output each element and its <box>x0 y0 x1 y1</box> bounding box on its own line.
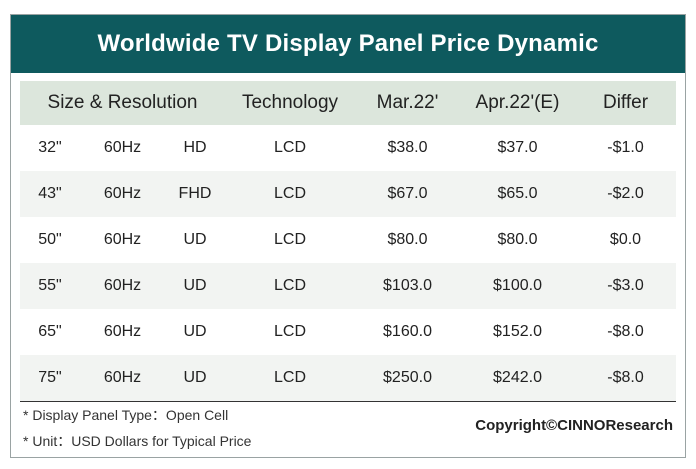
cell-size: 65" <box>20 309 80 355</box>
cell-hz: 60Hz <box>80 171 165 217</box>
cell-apr: $80.0 <box>460 217 575 263</box>
cell-mar: $103.0 <box>355 263 460 309</box>
cell-res: UD <box>165 355 225 402</box>
cell-res: UD <box>165 217 225 263</box>
table-row: 75" 60Hz UD LCD $250.0 $242.0 -$8.0 <box>20 355 676 402</box>
price-table-card: Worldwide TV Display Panel Price Dynamic… <box>10 14 686 458</box>
cell-tech: LCD <box>225 263 355 309</box>
table-row: 50" 60Hz UD LCD $80.0 $80.0 $0.0 <box>20 217 676 263</box>
cell-res: UD <box>165 263 225 309</box>
cell-hz: 60Hz <box>80 217 165 263</box>
note-unit: * Unit：USD Dollars for Typical Price <box>23 433 252 449</box>
cell-differ: -$8.0 <box>575 355 676 402</box>
cell-differ: -$8.0 <box>575 309 676 355</box>
price-table-wrapper: Size & Resolution Technology Mar.22' Apr… <box>20 81 676 402</box>
cell-mar: $250.0 <box>355 355 460 402</box>
header-size-resolution: Size & Resolution <box>20 81 225 125</box>
header-apr: Apr.22'(E) <box>460 81 575 125</box>
cell-mar: $160.0 <box>355 309 460 355</box>
cell-apr: $242.0 <box>460 355 575 402</box>
cell-apr: $37.0 <box>460 125 575 171</box>
header-mar: Mar.22' <box>355 81 460 125</box>
cell-size: 32" <box>20 125 80 171</box>
table-footer: * Display Panel Type：Open Cell * Unit：US… <box>23 401 673 457</box>
price-table: Size & Resolution Technology Mar.22' Apr… <box>20 81 676 402</box>
cell-tech: LCD <box>225 309 355 355</box>
cell-differ: -$1.0 <box>575 125 676 171</box>
cell-apr: $100.0 <box>460 263 575 309</box>
table-row: 65" 60Hz UD LCD $160.0 $152.0 -$8.0 <box>20 309 676 355</box>
table-row: 55" 60Hz UD LCD $103.0 $100.0 -$3.0 <box>20 263 676 309</box>
cell-apr: $152.0 <box>460 309 575 355</box>
cell-tech: LCD <box>225 217 355 263</box>
note-panel-type: * Display Panel Type：Open Cell <box>23 407 229 423</box>
cell-mar: $38.0 <box>355 125 460 171</box>
cell-tech: LCD <box>225 125 355 171</box>
cell-differ: $0.0 <box>575 217 676 263</box>
cell-hz: 60Hz <box>80 355 165 402</box>
table-title: Worldwide TV Display Panel Price Dynamic <box>11 15 685 73</box>
table-row: 43" 60Hz FHD LCD $67.0 $65.0 -$2.0 <box>20 171 676 217</box>
table-header-row: Size & Resolution Technology Mar.22' Apr… <box>20 81 676 125</box>
cell-hz: 60Hz <box>80 263 165 309</box>
cell-differ: -$3.0 <box>575 263 676 309</box>
cell-size: 43" <box>20 171 80 217</box>
cell-res: HD <box>165 125 225 171</box>
cell-size: 75" <box>20 355 80 402</box>
header-technology: Technology <box>225 81 355 125</box>
cell-hz: 60Hz <box>80 125 165 171</box>
cell-apr: $65.0 <box>460 171 575 217</box>
cell-tech: LCD <box>225 355 355 402</box>
cell-size: 50" <box>20 217 80 263</box>
cell-differ: -$2.0 <box>575 171 676 217</box>
cell-mar: $67.0 <box>355 171 460 217</box>
cell-hz: 60Hz <box>80 309 165 355</box>
table-row: 32" 60Hz HD LCD $38.0 $37.0 -$1.0 <box>20 125 676 171</box>
cell-tech: LCD <box>225 171 355 217</box>
cell-size: 55" <box>20 263 80 309</box>
cell-mar: $80.0 <box>355 217 460 263</box>
copyright-text: Copyright©CINNOResearch <box>475 417 673 434</box>
cell-res: FHD <box>165 171 225 217</box>
header-differ: Differ <box>575 81 676 125</box>
cell-res: UD <box>165 309 225 355</box>
